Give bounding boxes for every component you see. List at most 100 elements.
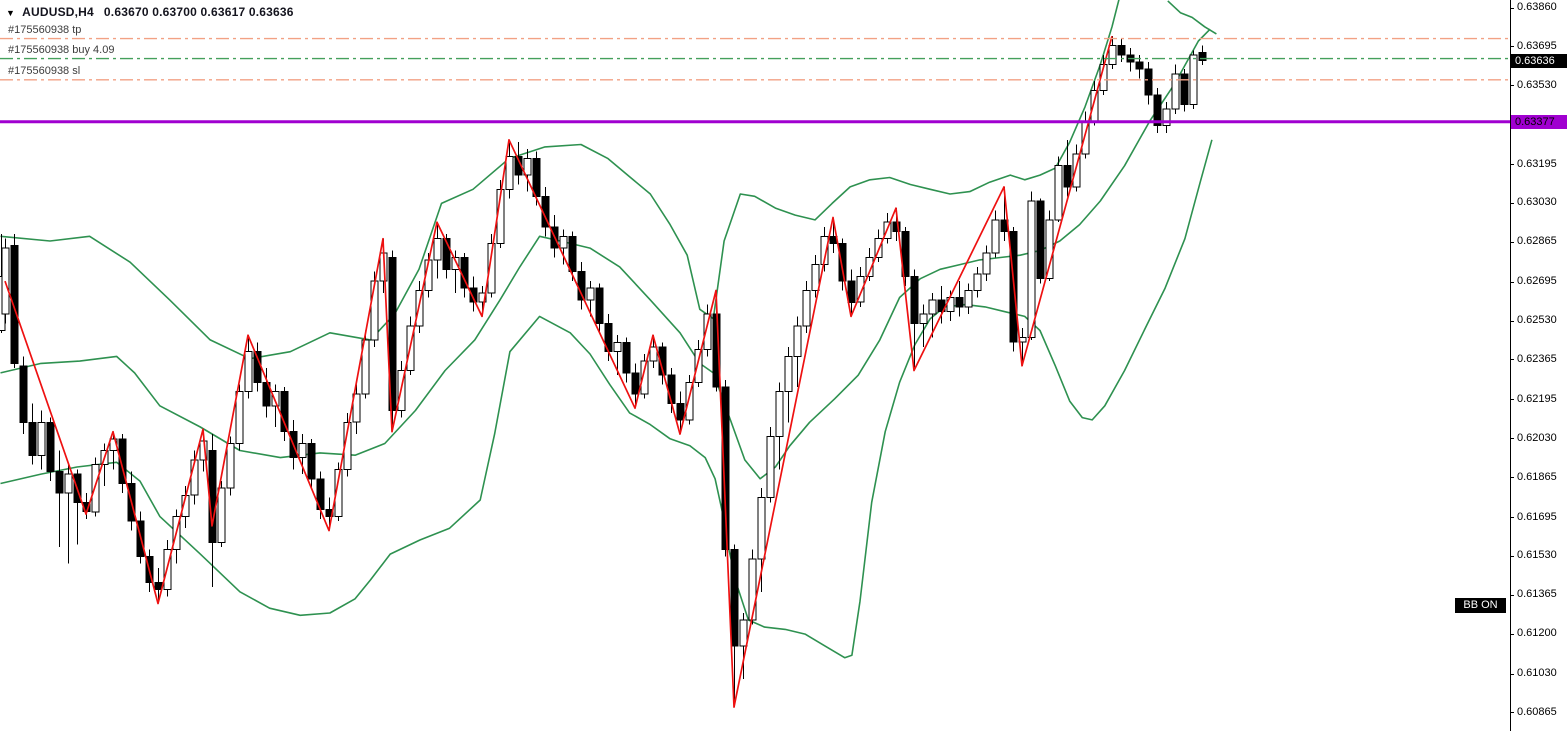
candle-body xyxy=(1171,73,1180,110)
axis-tick-label: 0.63530 xyxy=(1517,78,1557,91)
current-price-tag: 0.63636 xyxy=(1511,53,1567,68)
candle-body xyxy=(919,313,928,324)
axis-tick-mark xyxy=(1510,399,1514,401)
axis-tick-mark xyxy=(1510,85,1514,87)
candle-body xyxy=(838,242,847,282)
candle-body xyxy=(271,391,280,407)
candle-body xyxy=(721,386,730,550)
candle-body xyxy=(37,421,46,456)
candles-layer xyxy=(0,36,1207,708)
candle-body xyxy=(730,548,739,647)
candle-body xyxy=(964,290,973,308)
candle-body xyxy=(334,468,343,517)
candle-body xyxy=(892,221,901,233)
candle-body xyxy=(820,235,829,266)
candle-body xyxy=(640,360,649,395)
candle-body xyxy=(973,273,982,291)
candle-body xyxy=(55,471,64,494)
candle-body xyxy=(856,275,865,303)
candle-body xyxy=(433,238,442,261)
candle-body xyxy=(568,235,577,273)
candle-body xyxy=(694,348,703,383)
candle-body xyxy=(19,365,28,423)
candle-body xyxy=(154,581,163,591)
candle-body xyxy=(685,381,694,421)
candle-body xyxy=(748,558,757,621)
candle-body xyxy=(1072,153,1081,188)
order-buy-label[interactable]: #175560938 buy 4.09 xyxy=(8,43,115,56)
candle-body xyxy=(388,257,397,411)
candle-body xyxy=(91,464,100,513)
candle-body xyxy=(415,290,424,327)
axis-tick-label: 0.62695 xyxy=(1517,275,1557,288)
axis-tick-label: 0.61865 xyxy=(1517,470,1557,483)
order-sl-label[interactable]: #175560938 sl xyxy=(8,64,81,77)
candle-body xyxy=(28,421,37,456)
candle-body xyxy=(784,355,793,393)
zigzag-line xyxy=(4,35,1113,708)
candle-body xyxy=(64,473,73,494)
axis-tick-mark xyxy=(1510,46,1514,48)
candle-body xyxy=(235,391,244,445)
axis-tick-mark xyxy=(1510,202,1514,204)
candle-body xyxy=(667,374,676,404)
axis-tick-label: 0.61030 xyxy=(1517,667,1557,680)
candle-body xyxy=(10,245,19,364)
candle-body xyxy=(442,238,451,270)
axis-tick-label: 0.61365 xyxy=(1517,588,1557,601)
candle-body xyxy=(1054,165,1063,221)
candle-body xyxy=(1162,108,1171,127)
ohlc-quote: 0.63670 0.63700 0.63617 0.63636 xyxy=(103,5,294,19)
candle-body xyxy=(505,155,514,190)
candle-body xyxy=(847,280,856,303)
axis-tick-label: 0.62195 xyxy=(1517,392,1557,405)
axis-tick-label: 0.62530 xyxy=(1517,314,1557,327)
candle-body xyxy=(559,235,568,249)
purple-line-price-tag: 0.63377 xyxy=(1511,114,1567,129)
bb-toggle-badge[interactable]: BB ON xyxy=(1455,598,1506,613)
candle-body xyxy=(955,297,964,308)
order-tp-label[interactable]: #175560938 tp xyxy=(8,23,82,36)
candle-body xyxy=(613,341,622,353)
axis-tick-mark xyxy=(1510,359,1514,361)
candle-body xyxy=(244,351,253,393)
candle-body xyxy=(1135,61,1144,70)
candle-body xyxy=(523,158,532,176)
candle-body xyxy=(631,372,640,395)
candle-body xyxy=(991,219,1000,254)
candle-body xyxy=(1063,165,1072,188)
candle-body xyxy=(739,619,748,647)
bollinger-upper-band xyxy=(1167,0,1217,35)
candle-body xyxy=(910,275,919,324)
candle-body xyxy=(928,299,937,315)
symbol-dropdown-icon[interactable]: ▼ xyxy=(6,8,16,18)
candle-body xyxy=(649,346,658,362)
axis-tick-mark xyxy=(1510,320,1514,322)
candle-body xyxy=(658,346,667,376)
candle-body xyxy=(226,443,235,489)
candle-body xyxy=(811,264,820,292)
axis-tick-label: 0.63030 xyxy=(1517,196,1557,209)
candle-body xyxy=(1198,52,1207,62)
candle-body xyxy=(595,287,604,324)
axis-tick-label: 0.61695 xyxy=(1517,510,1557,523)
candle-body xyxy=(1090,89,1099,122)
axis-tick-mark xyxy=(1510,555,1514,557)
axis-tick-label: 0.62865 xyxy=(1517,235,1557,248)
candle-body xyxy=(622,341,631,374)
candle-body xyxy=(532,158,541,197)
candle-body xyxy=(793,325,802,357)
axis-tick-mark xyxy=(1510,673,1514,675)
axis-tick-label: 0.61200 xyxy=(1517,627,1557,640)
candle-body xyxy=(217,487,226,543)
candle-body xyxy=(1036,200,1045,280)
candle-body xyxy=(802,290,811,327)
candle-body xyxy=(586,287,595,301)
symbol-timeframe: AUDUSD,H4 xyxy=(22,5,94,19)
candle-body xyxy=(307,443,316,480)
axis-tick-label: 0.62030 xyxy=(1517,431,1557,444)
candle-body xyxy=(118,438,127,484)
candle-body xyxy=(451,257,460,270)
